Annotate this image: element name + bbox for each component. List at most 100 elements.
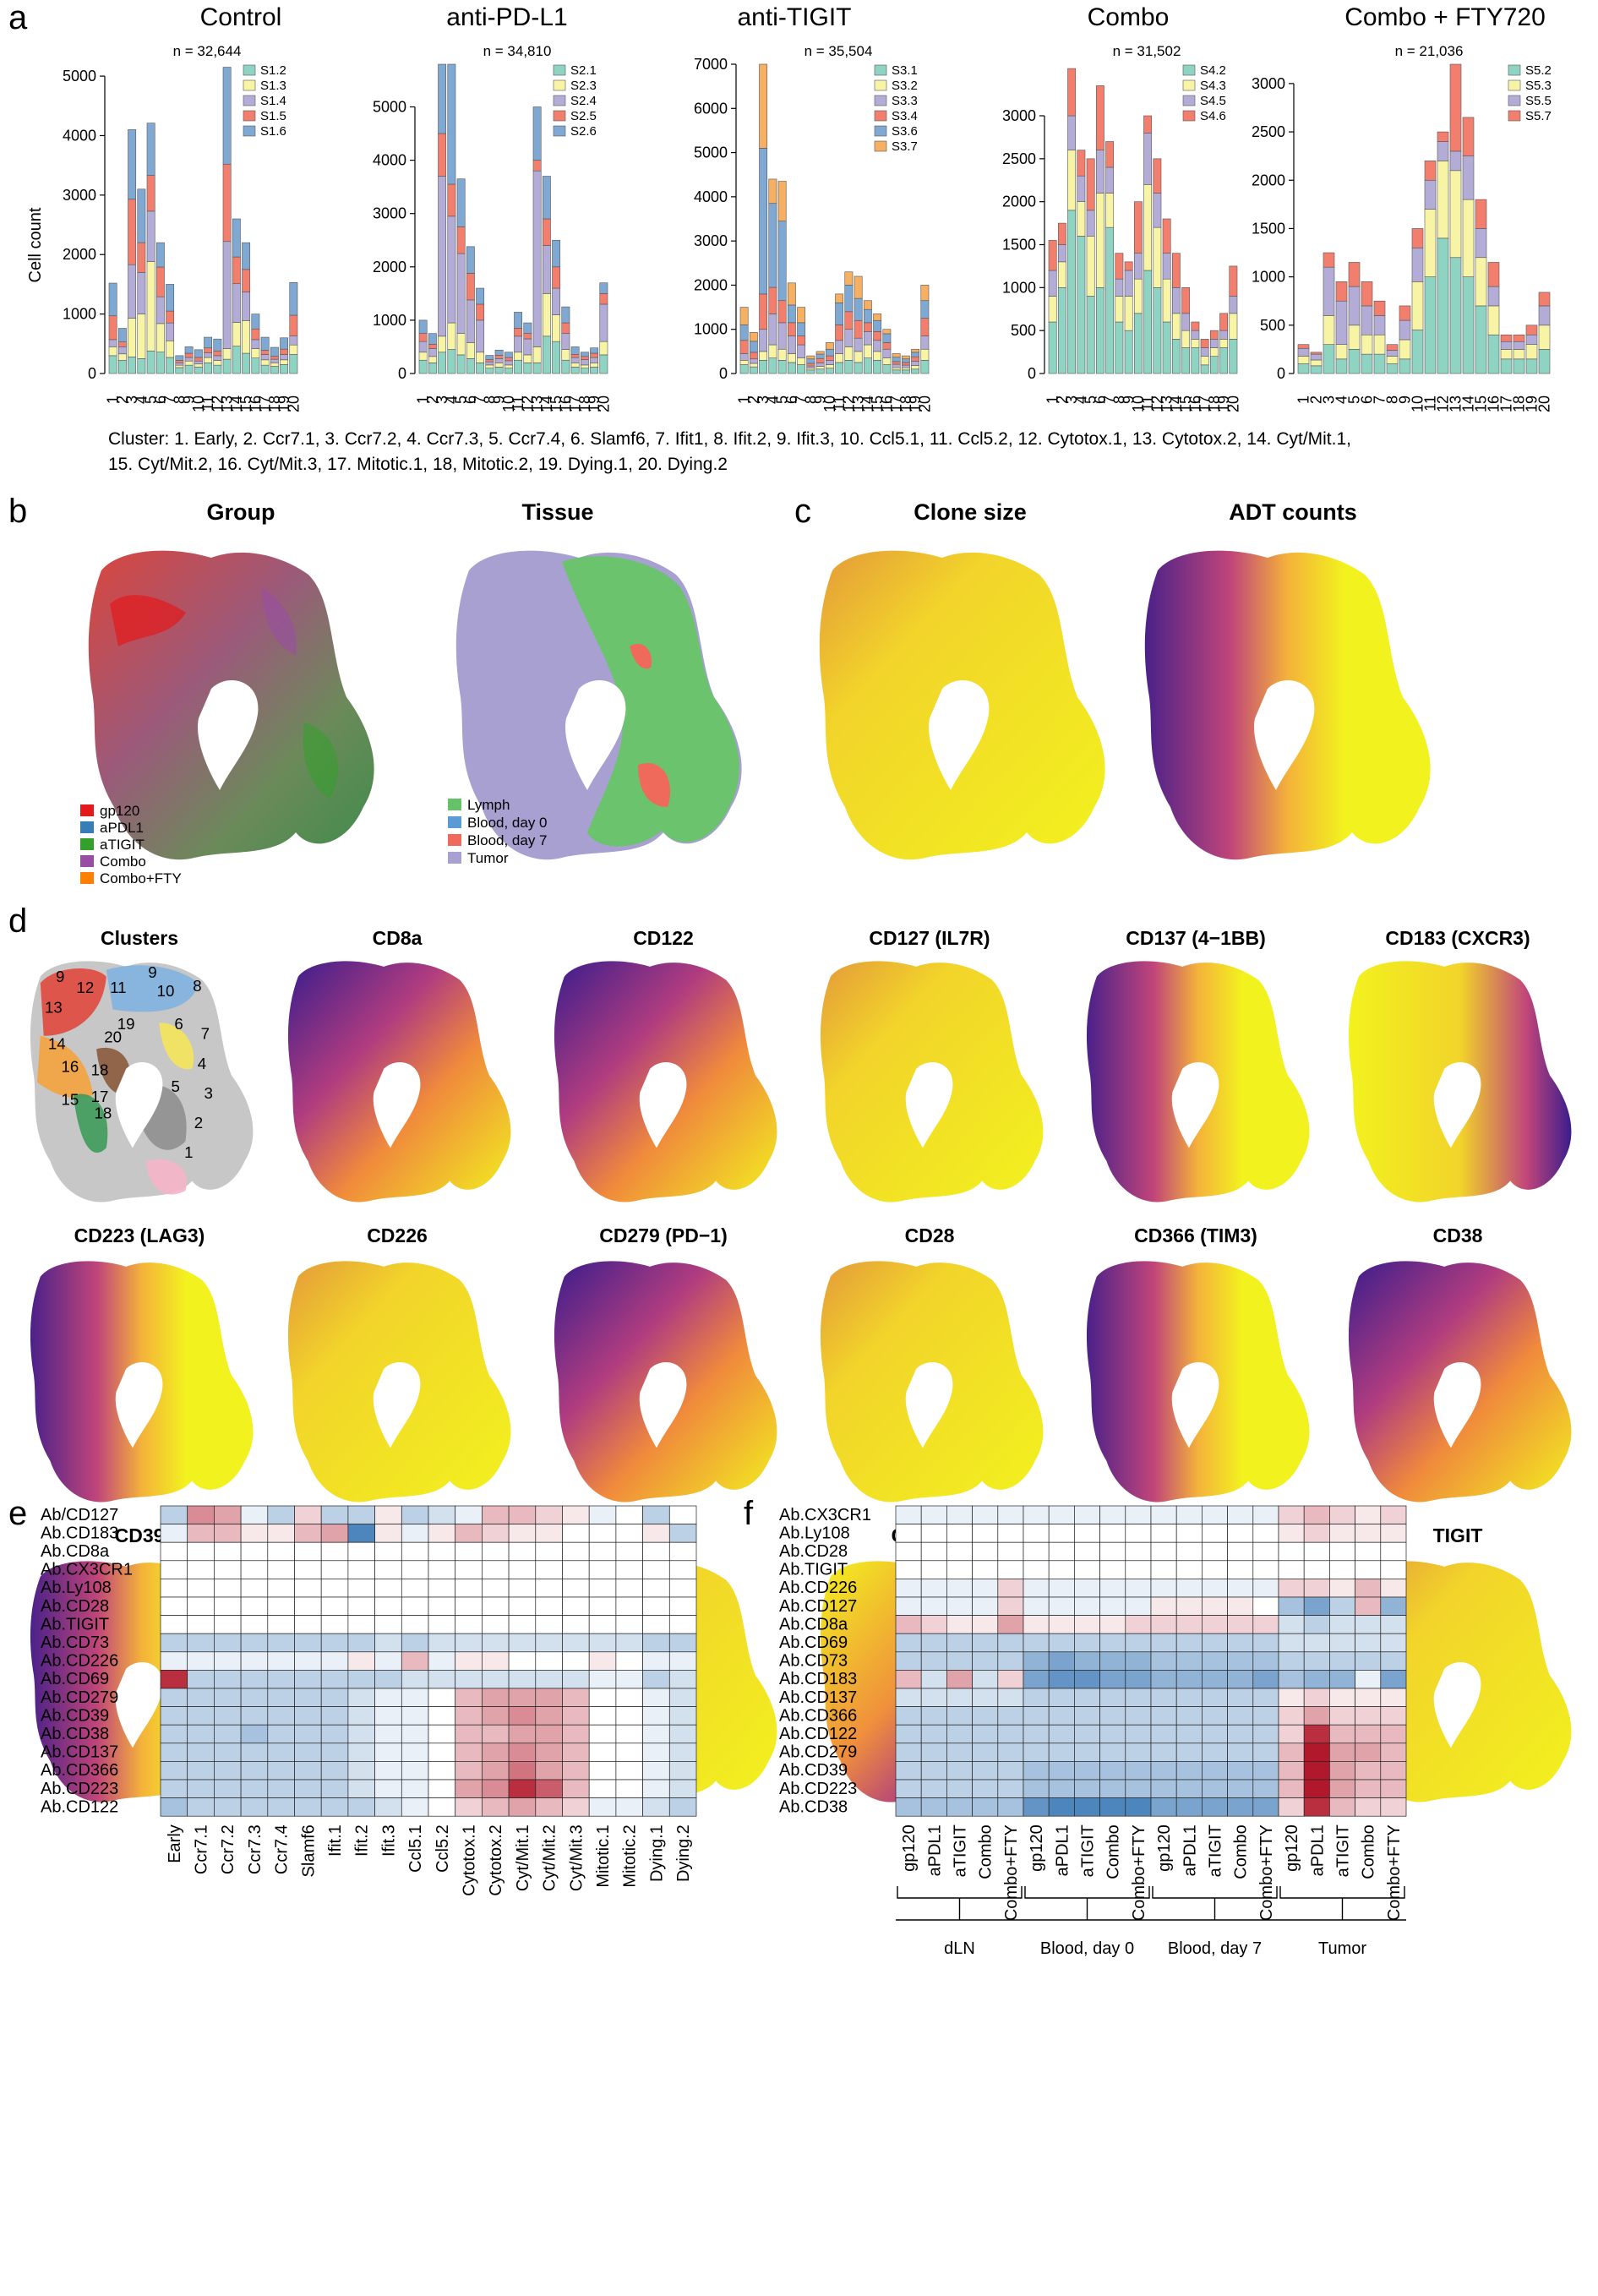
heatmap-cell (347, 1706, 375, 1726)
bar-segment (599, 293, 608, 305)
heatmap-cell (1227, 1579, 1254, 1598)
bar-segment (494, 355, 504, 359)
cluster-number: 10 (157, 982, 175, 1000)
heatmap-cell (1252, 1651, 1279, 1671)
bar-segment (1181, 313, 1191, 331)
x-tick-label: 13 (1159, 395, 1175, 412)
heatmap-cell (668, 1615, 697, 1634)
heatmap-cell (1355, 1706, 1382, 1726)
heatmap-cell (455, 1706, 483, 1726)
heatmap-cell (1125, 1688, 1152, 1707)
bar-segment (1191, 339, 1200, 348)
y-tick-label: 7000 (694, 56, 728, 73)
heatmap-row-label: Ab.CX3CR1 (779, 1506, 871, 1524)
heatmap-cell (1329, 1651, 1355, 1671)
heatmap-cell (320, 1706, 349, 1726)
heatmap-cell (347, 1633, 375, 1653)
bar-segment (146, 175, 155, 212)
bar-segment (1437, 141, 1449, 161)
heatmap-cell (642, 1779, 670, 1798)
bar-segment (213, 364, 222, 374)
bar-segment (504, 357, 513, 362)
bar-segment (117, 328, 127, 342)
x-tick-label: 15 (1177, 395, 1194, 412)
heatmap-cell (1023, 1524, 1050, 1543)
umap-plot (820, 961, 1044, 1203)
heatmap-cell (187, 1761, 215, 1781)
bar-segment (128, 356, 137, 374)
heatmap-cell (1380, 1651, 1407, 1671)
bar-segment (911, 348, 920, 353)
bar-segment (260, 354, 270, 361)
bar-segment (901, 364, 910, 368)
bar-segment (242, 320, 251, 354)
x-tick-label: 1 (1295, 395, 1312, 404)
cluster-number: 7 (201, 1025, 210, 1043)
bar-segment (825, 364, 834, 369)
legend-label: S4.3 (1200, 79, 1226, 93)
heatmap-row-label: Ab.CD8a (41, 1542, 110, 1561)
x-tick-label: 18 (266, 395, 283, 412)
x-tick-label: 2 (1054, 395, 1071, 404)
heatmap-cell (1099, 1651, 1126, 1671)
bar-segment (1525, 334, 1538, 345)
chart-title: anti-PD-L1 (446, 3, 567, 31)
bar-segment (815, 368, 825, 374)
heatmap-cell (320, 1560, 349, 1579)
heatmap-cell (562, 1688, 590, 1707)
heatmap-cell (267, 1633, 295, 1653)
legend-swatch (553, 125, 566, 137)
bar-segment (873, 360, 882, 374)
bar-segment (476, 363, 485, 374)
bar-segment (213, 360, 222, 366)
bar-segment (873, 314, 882, 321)
bar-segment (1115, 296, 1124, 323)
y-tick-label: 4000 (373, 152, 406, 169)
umap-title: CD137 (4−1BB) (1126, 927, 1266, 949)
x-tick-label: 8 (171, 395, 188, 404)
heatmap-cell (1380, 1670, 1407, 1689)
bar-segment (270, 356, 279, 360)
heatmap-cell (535, 1633, 563, 1653)
heatmap-cell (160, 1670, 188, 1689)
heatmap-cell (1227, 1651, 1254, 1671)
panel-e-heatmap: Ab/CD127Ab.CD183Ab.CD8aAb.CX3CR1Ab.Ly108… (41, 1505, 697, 1896)
umap-title: CD223 (LAG3) (74, 1224, 205, 1246)
heatmap-cell (946, 1688, 973, 1707)
legend-swatch (874, 140, 887, 152)
heatmap-row-label: Ab.CD122 (779, 1725, 857, 1743)
bar-segment (166, 284, 175, 312)
heatmap-cell (455, 1633, 483, 1653)
heatmap-cell (668, 1541, 697, 1562)
bar-segment (580, 359, 589, 366)
heatmap-cell (1227, 1761, 1254, 1781)
heatmap-cell (642, 1615, 670, 1634)
bar-segment (1200, 347, 1209, 357)
legend-swatch-blood-d0 (448, 816, 461, 828)
heatmap-cell (562, 1779, 590, 1798)
heatmap-cell (374, 1742, 402, 1762)
bar-segment (447, 63, 456, 185)
umap-title: CD279 (PD−1) (599, 1224, 727, 1246)
bar-segment (1153, 226, 1162, 288)
heatmap-cell (1278, 1615, 1305, 1634)
heatmap-cell (972, 1724, 999, 1744)
bar-segment (749, 366, 758, 374)
heatmap-cell (972, 1596, 999, 1616)
bar-segment (456, 354, 466, 374)
legend-swatch (874, 79, 887, 91)
bar-segment (166, 357, 175, 374)
heatmap-cell (187, 1724, 215, 1744)
heatmap-cell (1329, 1633, 1355, 1653)
heatmap-cell (1252, 1596, 1279, 1616)
bar-segment (892, 357, 901, 363)
heatmap-cell (482, 1651, 510, 1671)
heatmap-cell (482, 1797, 510, 1817)
bar-segment (532, 363, 542, 374)
cluster-number: 19 (117, 1015, 135, 1033)
bar-segment (137, 272, 146, 314)
bar-segment (1077, 150, 1086, 177)
umap-panel: CD122 (554, 927, 777, 1203)
bar-segment (844, 360, 854, 374)
